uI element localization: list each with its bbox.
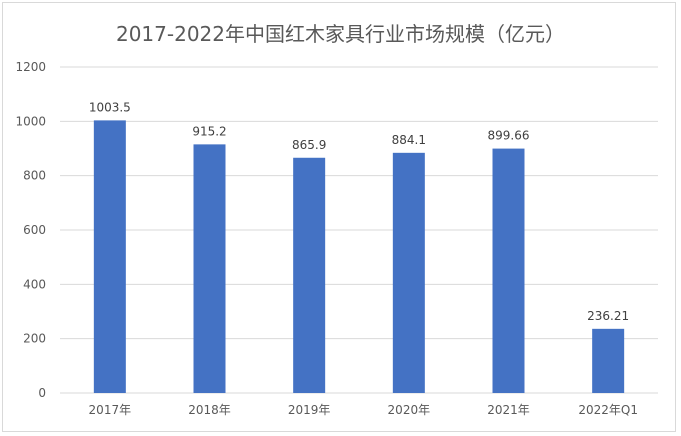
bar — [392, 152, 425, 393]
bar — [193, 144, 226, 393]
y-tick-label: 200 — [23, 332, 46, 346]
x-axis: 2017年 2018年 2019年 2020年 2021年 2022年Q1 — [89, 403, 638, 417]
y-tick-label: 400 — [23, 277, 46, 291]
chart-title: 2017-2022年中国红木家具行业市场规模（亿元） — [115, 22, 565, 46]
bars: 1003.5 915.2 865.9 884.1 899.66 236.21 — [89, 100, 629, 393]
x-tick-label: 2018年 — [188, 403, 231, 417]
bar — [293, 157, 326, 393]
y-tick-label: 0 — [38, 386, 46, 400]
x-tick-label: 2022年Q1 — [578, 403, 638, 417]
bar — [592, 328, 625, 393]
y-tick-label: 600 — [23, 223, 46, 237]
data-label: 1003.5 — [89, 100, 131, 114]
bar — [93, 120, 126, 393]
data-label: 915.2 — [192, 124, 226, 138]
y-tick-label: 1200 — [15, 60, 46, 74]
y-axis: 0 200 400 600 800 1000 1200 — [15, 60, 46, 400]
data-label: 899.66 — [488, 129, 530, 143]
x-tick-label: 2019年 — [288, 403, 331, 417]
x-tick-label: 2021年 — [487, 403, 530, 417]
gridlines — [60, 66, 658, 394]
data-label: 884.1 — [392, 133, 426, 147]
bar — [492, 148, 525, 393]
y-tick-label: 1000 — [15, 114, 46, 128]
y-tick-label: 800 — [23, 169, 46, 183]
data-label: 865.9 — [292, 138, 326, 152]
x-tick-label: 2020年 — [388, 403, 431, 417]
x-tick-label: 2017年 — [89, 403, 132, 417]
data-label: 236.21 — [587, 309, 629, 323]
